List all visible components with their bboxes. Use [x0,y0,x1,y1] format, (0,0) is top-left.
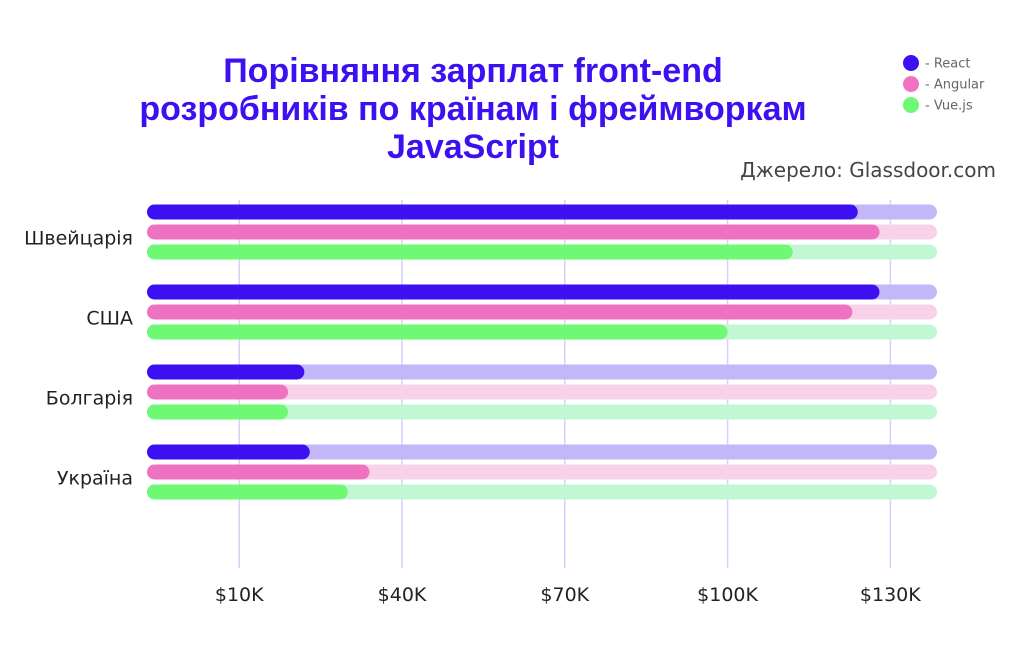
bar-track [147,444,937,460]
legend-marker [903,55,919,71]
bar-vue-js-0 [147,244,793,260]
grid-lines [238,200,892,568]
bar-react-0 [147,204,858,220]
bar-angular-3 [147,464,370,480]
bar-angular-0 [147,224,880,240]
bar-react-2 [147,364,305,380]
chart-title: Порівняння зарплат front-end розробників… [139,52,806,166]
x-tick-label: $10K [215,584,264,606]
legend-label: - Angular [925,78,985,93]
x-tick-label: $40K [378,584,427,606]
legend: - React - Angular - Vue.js [903,55,985,114]
x-tick-label: $70K [540,584,589,606]
bar-react-3 [147,444,310,460]
x-tick-label: $100K [697,584,758,606]
bar-track [147,384,937,400]
x-axis-ticks: $10K $40K $70K $100K $130K [215,584,921,606]
legend-label: - React [925,57,970,72]
category-label: Швейцарія [24,228,133,250]
category-label: Україна [57,468,133,490]
bar-angular-2 [147,384,289,400]
bar-angular-1 [147,304,853,320]
title-line-1: Порівняння зарплат front-end [223,52,723,90]
source-label: Джерело: Glassdoor.com [740,158,996,182]
legend-marker [903,76,919,92]
bar-vue-js-3 [147,484,348,500]
bar-track [147,404,937,420]
legend-label: - Vue.js [925,99,973,114]
category-label: Болгарія [46,388,133,410]
bars [147,204,937,500]
bar-vue-js-2 [147,404,289,420]
bar-vue-js-1 [147,324,728,340]
x-tick-label: $130K [860,584,921,606]
category-label: США [86,308,133,330]
title-line-2: розробників по країнам і фреймворкам [139,90,806,128]
bar-track [147,364,937,380]
bar-react-1 [147,284,880,300]
category-labels: Швейцарія США Болгарія Україна [24,228,133,490]
title-line-3: JavaScript [387,128,559,166]
legend-marker [903,97,919,113]
